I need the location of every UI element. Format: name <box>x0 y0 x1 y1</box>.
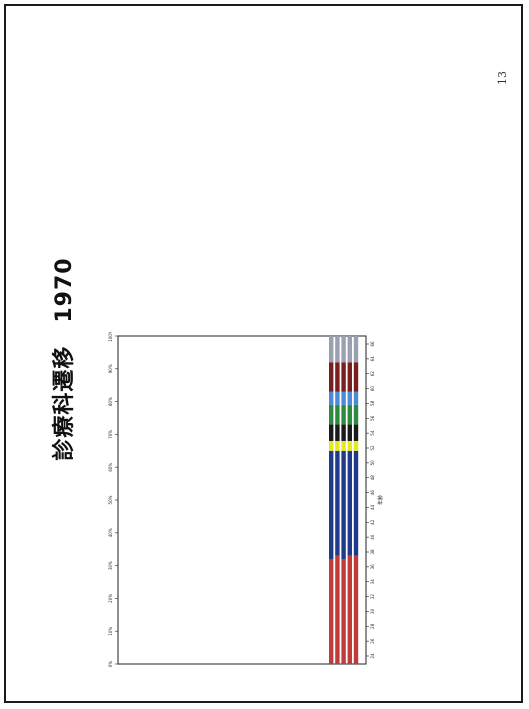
bar-segment <box>341 440 346 451</box>
age-tick-label: 62 <box>370 371 375 377</box>
value-tick-label: 10% <box>108 627 113 636</box>
age-tick-label: 60 <box>370 386 375 392</box>
bar-segment <box>335 555 340 664</box>
bar-segment <box>347 450 352 556</box>
age-tick-label: 32 <box>370 594 375 600</box>
bar-segment <box>335 362 340 392</box>
value-tick-label: 30% <box>108 561 113 570</box>
bar-segment <box>341 362 346 392</box>
age-tick-label: 40 <box>370 534 375 540</box>
bar-segment <box>335 440 340 451</box>
bar-segment <box>347 336 352 363</box>
bar-segment <box>353 404 359 425</box>
age-tick-label: 58 <box>370 400 375 406</box>
page-number: 13 <box>496 71 509 85</box>
bar-segment <box>329 559 334 664</box>
bar-segment <box>347 391 352 405</box>
age-tick-label: 36 <box>370 564 375 570</box>
bar-segment <box>329 424 334 441</box>
bar-segment <box>341 404 346 425</box>
bar-segment <box>341 424 346 441</box>
age-tick-label: 66 <box>370 341 375 347</box>
bar-segment <box>329 404 334 425</box>
bar-segment <box>353 555 359 664</box>
bar-segment <box>335 391 340 405</box>
bar-segment <box>341 450 346 560</box>
age-tick-label: 38 <box>370 549 375 555</box>
age-tick-label: 30 <box>370 608 375 614</box>
value-tick-label: 40% <box>108 528 113 537</box>
bar-segment <box>335 424 340 441</box>
age-tick-label: 42 <box>370 519 375 525</box>
bar-segment <box>353 336 359 363</box>
age-tick-label: 50 <box>370 460 375 466</box>
value-tick-label: 70% <box>108 430 113 439</box>
bar-segment <box>347 424 352 441</box>
age-tick-label: 56 <box>370 415 375 421</box>
age-tick-label: 44 <box>370 504 375 510</box>
bar-segment <box>329 336 334 363</box>
bar-segment <box>341 559 346 664</box>
bar-segment <box>335 404 340 425</box>
value-tick-label: 50% <box>108 495 113 504</box>
age-tick-label: 46 <box>370 490 375 496</box>
value-tick-label: 20% <box>108 594 113 603</box>
stacked-bar-chart: 0% 10% 20% 30% 40% 50% 60% 70% 80% 90% 100% 24 26 28 3… <box>108 332 384 668</box>
bar-segment <box>353 450 359 556</box>
bar-segment <box>335 450 340 556</box>
bar-segment <box>347 404 352 425</box>
slide-frame: 13 診療科遷移 1970 0% 10% 20% 30% 40% 50% 60% 70% 80%… <box>4 4 523 703</box>
slide-title: 診療科遷移 1970 <box>45 254 85 464</box>
value-tick-label: 0% <box>108 661 113 668</box>
age-tick-label: 52 <box>370 445 375 451</box>
plot-area <box>117 335 367 665</box>
value-tick-label: 90% <box>108 364 113 373</box>
bar-segment <box>329 450 334 560</box>
bar-segment <box>341 391 346 405</box>
bar-segment <box>335 336 340 363</box>
bar-segment <box>329 362 334 392</box>
bar-segment <box>353 391 359 405</box>
bar-segment <box>347 362 352 392</box>
age-axis-label: 年齢 <box>377 495 384 505</box>
age-tick-label: 64 <box>370 356 375 362</box>
value-tick-label: 100% <box>108 332 113 342</box>
slide-title-text: 診療科遷移 1970 <box>52 257 77 461</box>
bar-segment <box>329 391 334 405</box>
age-tick-label: 48 <box>370 475 375 481</box>
age-tick-label: 24 <box>370 653 375 659</box>
bar-segment <box>341 336 346 363</box>
bar-segment <box>353 440 359 451</box>
value-tick-label: 60% <box>108 463 113 472</box>
age-tick-label: 34 <box>370 579 375 585</box>
bar-segment <box>347 555 352 664</box>
age-tick-label: 54 <box>370 430 375 436</box>
age-tick-label: 26 <box>370 638 375 644</box>
bar-segment <box>353 362 359 392</box>
bar-segment <box>329 440 334 451</box>
value-tick-label: 80% <box>108 397 113 406</box>
age-tick-label: 28 <box>370 623 375 629</box>
bar-segment <box>347 440 352 451</box>
bar-segment <box>353 424 359 441</box>
